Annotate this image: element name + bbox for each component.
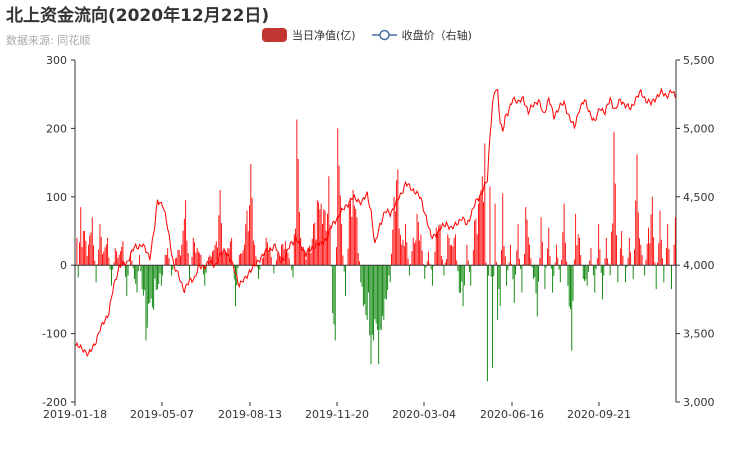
- x-tick-label: 2019-05-07: [130, 408, 194, 421]
- chart-title: 北上资金流向(2020年12月22日): [6, 6, 270, 26]
- legend-bar-swatch-icon: [262, 28, 287, 42]
- x-tick-label: 2020-03-04: [392, 408, 456, 421]
- tick-labels-layer: -200 -100 0 100 200 300 3,000 3,500 4,000 4,500 5,…: [42, 54, 714, 421]
- y-left-tick-label: 100: [46, 191, 67, 204]
- axes-layer: [71, 59, 680, 406]
- y-right-tick-label: 3,500: [683, 328, 715, 341]
- x-tick-label: 2019-08-13: [218, 408, 282, 421]
- y-left-tick-label: -100: [42, 328, 67, 341]
- price-line-layer: [75, 87, 676, 358]
- chart-subtitle: 数据来源: 同花顺: [6, 34, 91, 47]
- y-right-tick-label: 4,000: [683, 259, 715, 272]
- y-left-tick-label: 0: [60, 259, 67, 272]
- x-tick-label: 2020-06-16: [480, 408, 544, 421]
- chart-legend: 当日净值(亿) 收盘价（右轴): [262, 27, 488, 43]
- legend-item-close-price[interactable]: 收盘价（右轴): [371, 27, 472, 43]
- y-right-tick-label: 5,000: [683, 122, 715, 135]
- x-tick-label: 2019-11-20: [305, 408, 369, 421]
- legend-line-circle-icon: [371, 29, 397, 41]
- x-tick-label: 2019-01-18: [43, 408, 107, 421]
- y-right-tick-label: 3,000: [683, 396, 715, 409]
- close-price-line: [75, 87, 676, 358]
- x-tick-label: 2020-09-21: [567, 408, 631, 421]
- y-left-tick-label: -200: [42, 396, 67, 409]
- y-left-tick-label: 200: [46, 122, 67, 135]
- legend-item-net-flow[interactable]: 当日净值(亿): [262, 27, 356, 43]
- y-right-tick-label: 4,500: [683, 191, 715, 204]
- y-left-tick-label: 300: [46, 54, 67, 67]
- legend-label-net-flow: 当日净值(亿): [292, 29, 356, 42]
- legend-label-close-price: 收盘价（右轴): [401, 29, 472, 42]
- bars-layer: [76, 119, 676, 382]
- y-right-tick-label: 5,500: [683, 54, 715, 67]
